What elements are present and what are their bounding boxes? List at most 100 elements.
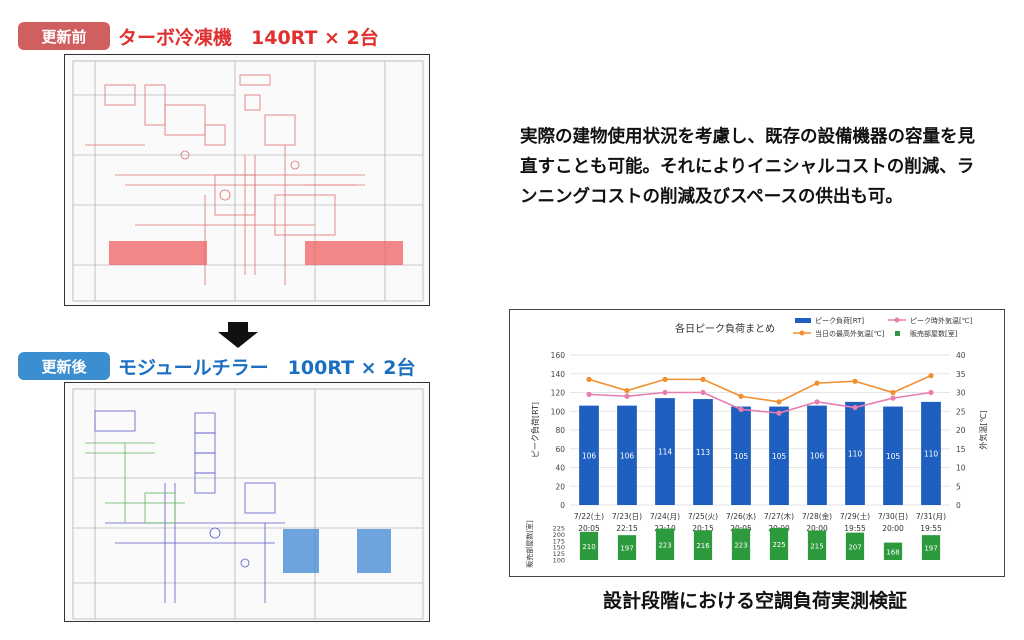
bar-value-label: 113 (696, 448, 711, 457)
line-point (738, 393, 744, 399)
bar-value-label: 105 (772, 452, 787, 461)
bar (617, 405, 637, 505)
chart-svg: 各日ピーク負荷まとめ ピーク負荷[RT] ピーク時外気温[℃] 当日の最高外気温[℃]… (525, 316, 988, 568)
line-point (700, 389, 706, 396)
y2-tick-label: 15 (956, 445, 966, 454)
line-point (662, 389, 668, 396)
line-point (814, 399, 820, 405)
after-plan-drawing (72, 388, 424, 620)
legend-swatch (795, 318, 811, 323)
legend-label: ピーク負荷[RT] (815, 316, 864, 325)
room-bar-label: 223 (658, 541, 671, 549)
y2-axis-label: 外気温[℃] (978, 410, 988, 449)
line-point (624, 388, 630, 394)
sub-y-tick-label: 175 (553, 537, 565, 545)
bar-value-label: 105 (886, 452, 901, 461)
room-bar (845, 532, 865, 560)
description-text: 実際の建物使用状況を考慮し、既存の設備機器の容量を見直すことも可能。それによりイ… (520, 127, 975, 207)
y-tick-label: 160 (551, 351, 566, 360)
bar (579, 405, 599, 505)
y2-tick-label: 40 (956, 351, 966, 360)
series-line (588, 374, 932, 403)
room-bar-label: 210 (582, 543, 595, 551)
room-bar (921, 535, 941, 560)
room-bar (883, 542, 903, 560)
bar-value-label: 114 (658, 448, 673, 457)
line-point (738, 406, 744, 412)
before-title: ターボ冷凍機 140RT × 2台 (118, 27, 379, 49)
legend-label: ピーク時外気温[℃] (910, 316, 973, 325)
room-bar-label: 168 (886, 548, 899, 556)
x-tick-label: 7/30(日) (878, 512, 908, 521)
y2-tick-label: 10 (956, 464, 966, 473)
room-bar (579, 531, 599, 560)
x-time-label: 20:00 (806, 524, 828, 533)
legend-label: 販売部屋数[室] (910, 329, 958, 338)
x-tick-label: 7/28(金) (802, 511, 832, 521)
line-point (890, 389, 896, 396)
line-point (776, 399, 782, 405)
line-point (624, 393, 630, 399)
y-tick-label: 140 (551, 370, 566, 379)
line-point (928, 373, 934, 379)
bar (807, 405, 827, 505)
y2-tick-label: 0 (956, 501, 961, 510)
line-point (890, 395, 896, 401)
room-bar-label: 225 (772, 541, 785, 549)
before-badge: 更新前 (18, 22, 110, 50)
x-tick-label: 7/25(火) (688, 512, 718, 521)
room-bar (731, 528, 751, 560)
after-floor-plan (64, 382, 430, 622)
x-time-label: 19:55 (920, 524, 942, 533)
room-bar (769, 528, 789, 560)
bar-value-label: 106 (810, 451, 825, 460)
bar (769, 406, 789, 505)
bar (693, 399, 713, 505)
y2-tick-label: 5 (956, 482, 961, 491)
x-tick-label: 7/26(水) (726, 511, 756, 521)
x-time-label: 20:15 (692, 524, 714, 533)
room-bar (693, 530, 713, 560)
bar (655, 398, 675, 505)
bar (921, 401, 941, 505)
room-bar-label: 215 (810, 542, 823, 550)
legend-marker (894, 317, 900, 323)
x-tick-label: 7/23(日) (612, 512, 642, 521)
before-plan-drawing (72, 60, 424, 302)
x-tick-label: 7/31(月) (916, 512, 946, 521)
x-tick-label: 7/22(土) (574, 511, 604, 521)
chart-caption: 設計段階における空調負荷実測検証 (602, 590, 907, 612)
line-point (586, 376, 592, 382)
bar-value-label: 106 (582, 451, 597, 460)
down-arrow-icon (218, 322, 258, 348)
x-tick-label: 7/29(土) (840, 511, 870, 521)
y-tick-label: 80 (555, 426, 565, 435)
sub-y-axis-label: 販売部屋数[室] (525, 520, 534, 568)
y-tick-label: 40 (555, 464, 565, 473)
after-title: モジュールチラー 100RT × 2台 (118, 357, 416, 379)
line-point (700, 376, 706, 382)
before-floor-plan (64, 54, 430, 306)
room-bar (807, 530, 827, 560)
bar-value-label: 110 (924, 449, 939, 458)
x-time-label: 22:15 (616, 524, 638, 533)
legend-label: 当日の最高外気温[℃] (815, 329, 885, 338)
y-tick-label: 120 (551, 389, 566, 398)
peak-load-chart: 各日ピーク負荷まとめ ピーク負荷[RT] ピーク時外気温[℃] 当日の最高外気温[℃]… (509, 309, 1005, 577)
before-badge-label: 更新前 (41, 27, 87, 46)
bar (731, 406, 751, 505)
y-tick-label: 60 (555, 445, 565, 454)
chart-title: 各日ピーク負荷まとめ (675, 322, 775, 335)
line-point (662, 376, 668, 382)
sub-y-tick-label: 125 (553, 550, 565, 558)
y2-tick-label: 25 (956, 407, 966, 416)
line-point (776, 410, 782, 416)
bar-value-label: 110 (848, 449, 863, 458)
x-time-label: 19:55 (844, 524, 866, 533)
room-bar-label: 197 (620, 545, 633, 553)
room-bar-label: 197 (924, 545, 937, 553)
sub-y-tick-label: 150 (553, 544, 565, 552)
after-badge: 更新後 (18, 352, 110, 380)
y-tick-label: 0 (560, 501, 565, 510)
x-time-label: 20:05 (578, 524, 600, 533)
